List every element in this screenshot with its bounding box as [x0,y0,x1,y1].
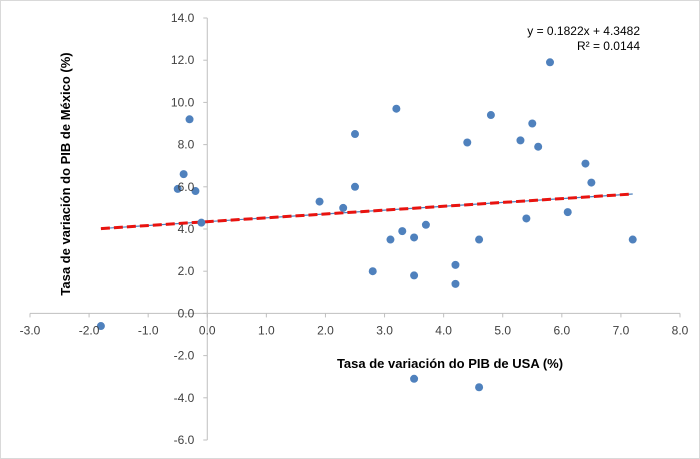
x-tick-label: -3.0 [20,323,41,337]
data-points [96,58,637,392]
y-tick-label: -4.0 [174,391,195,405]
x-tick-label: -2.0 [79,323,100,337]
data-point [451,279,460,288]
y-axis-title: Tasa de variación do PIB de México (%) [58,52,73,295]
y-tick-label: 14.0 [171,11,195,25]
x-tick-label: 5.0 [494,323,511,337]
data-point [587,178,596,187]
data-point [528,119,537,128]
trendline [100,192,633,231]
y-tick-label: -2.0 [174,349,195,363]
x-tick-label: 0.0 [199,323,216,337]
data-point [315,197,324,206]
y-tick-label: 12.0 [171,53,195,67]
data-point [386,235,395,244]
data-point [534,142,543,151]
x-tick-label: 3.0 [376,323,393,337]
y-tick-label: 0.0 [178,306,195,320]
data-point [410,233,419,242]
data-point [197,218,206,227]
tick-labels: -3.0 -2.0 -1.0 0.0 1.0 2.0 3.0 4.0 5.0 6.0 7.0 8.0 -… [20,11,689,447]
data-point [516,136,525,145]
data-point [463,138,472,147]
data-point [398,227,407,236]
data-point [351,182,359,191]
data-point [191,187,200,196]
x-tick-label: 1.0 [258,323,275,337]
y-tick-label: 6.0 [178,180,195,194]
data-point [339,203,348,212]
data-point [581,159,590,168]
data-point [392,104,401,113]
x-tick-label: 4.0 [435,323,452,337]
data-point [475,383,484,392]
data-point [522,214,531,223]
data-point [486,111,495,120]
data-point [546,58,554,67]
data-point [96,322,105,331]
data-point [351,130,359,139]
x-tick-label: 2.0 [317,323,334,337]
y-tick-label: 10.0 [171,95,195,109]
data-point [421,220,430,229]
data-point [173,184,182,193]
x-axis-title: Tasa de variación do PIB de USA (%) [337,356,563,371]
data-point [185,115,194,124]
x-tick-label: -1.0 [138,323,159,337]
trendline-group [100,192,633,231]
trendline-r-squared: R² = 0.0144 [577,39,640,53]
data-point [410,271,419,280]
x-tick-label: 7.0 [613,323,630,337]
x-tick-label: 8.0 [672,323,689,337]
data-point [628,235,637,244]
x-tick-label: 6.0 [553,323,570,337]
y-tick-label: 2.0 [178,264,195,278]
data-point [410,374,419,383]
y-tick-label: -6.0 [174,433,195,447]
axes [29,17,681,441]
y-tick-label: 4.0 [178,222,195,236]
data-point [475,235,484,244]
data-point [451,260,460,269]
data-point [179,170,188,179]
y-tick-label: 8.0 [178,138,195,152]
trendline-equation: y = 0.1822x + 4.3482 [527,24,640,38]
data-point [368,267,377,276]
data-point [563,208,572,217]
